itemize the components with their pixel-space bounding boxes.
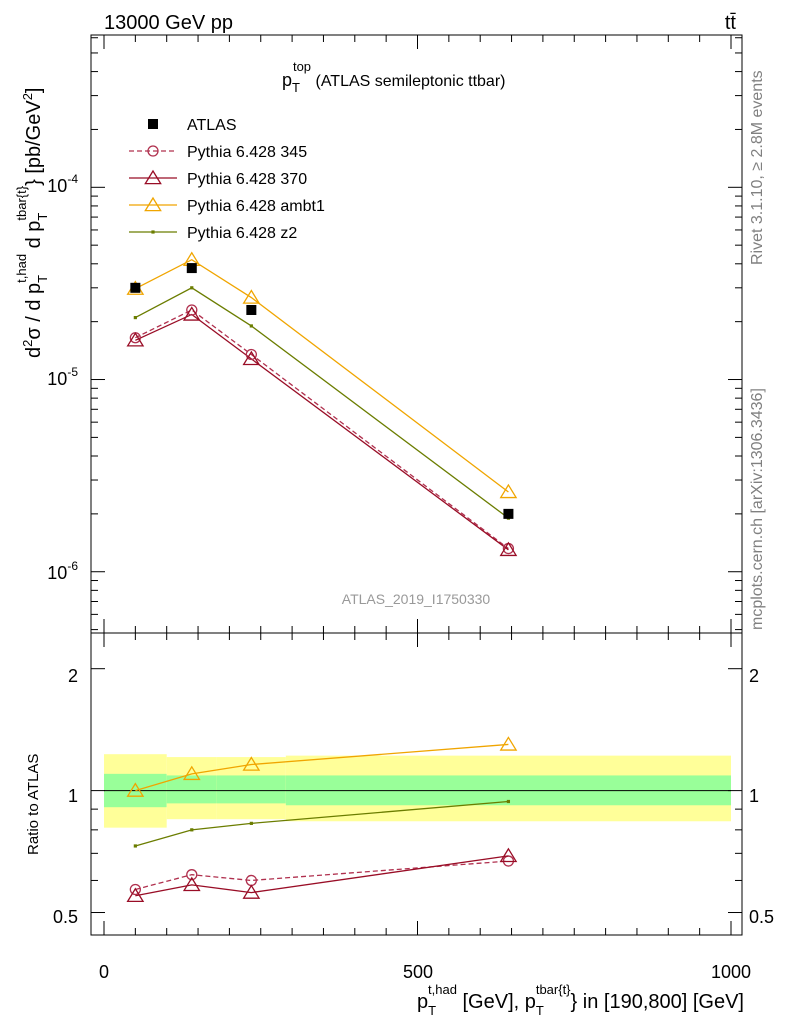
ratio-point-pythia-6-428-ambt1 bbox=[182, 765, 201, 781]
ratio-point-pythia-6-428-z2 bbox=[133, 844, 137, 848]
main-title: pTtop (ATLAS semileptonic ttbar) bbox=[282, 59, 505, 95]
data-point-pythia-6-428-ambt1 bbox=[499, 483, 518, 499]
ytick-label-1e-4: 10-4 bbox=[47, 172, 78, 196]
ratio-line-pythia-6-428-z2 bbox=[135, 800, 509, 847]
ratio-band-inner bbox=[216, 775, 286, 804]
rivet-label: Rivet 3.1.10, ≥ 2.8M events bbox=[749, 70, 766, 265]
ratio-point-pythia-6-428-345 bbox=[129, 883, 142, 896]
ratio-point-pythia-6-428-ambt1 bbox=[499, 736, 518, 751]
main-ylabel: d2σ / d pTt,had d pTtbar{t}} [pb/GeV2] bbox=[14, 88, 50, 359]
legend-label-345: Pythia 6.428 345 bbox=[187, 144, 307, 161]
ratio-ytick-label-0.5-right: 0.5 bbox=[749, 907, 774, 927]
data-point-atlas bbox=[130, 282, 141, 293]
data-point-pythia-6-428-z2 bbox=[133, 315, 137, 320]
series-line-pythia-6-428-z2 bbox=[135, 287, 509, 519]
xtick-labels: 0 500 1000 bbox=[99, 962, 751, 982]
legend-marker-pythia-6-428-370 bbox=[144, 169, 162, 185]
data-point-atlas bbox=[246, 304, 257, 315]
legend-marker-pythia-6-428-345 bbox=[147, 145, 159, 157]
source-label: mcplots.cern.ch [arXiv:1306.3436] bbox=[749, 388, 766, 630]
data-point-atlas bbox=[186, 263, 197, 274]
legend-label-ambt1: Pythia 6.428 ambt1 bbox=[187, 198, 325, 215]
data-point-pythia-6-428-ambt1 bbox=[242, 289, 261, 304]
ratio-point-pythia-6-428-370 bbox=[182, 876, 201, 892]
ratio-point-pythia-6-428-z2 bbox=[249, 821, 253, 825]
ratio-line-pythia-6-428-345 bbox=[135, 860, 509, 891]
ratio-ytick-label-2: 2 bbox=[68, 666, 78, 686]
ratio-point-pythia-6-428-370 bbox=[499, 847, 518, 863]
ratio-point-pythia-6-428-z2 bbox=[506, 799, 511, 804]
data-point-pythia-6-428-370 bbox=[126, 332, 145, 347]
data-point-pythia-6-428-370 bbox=[182, 306, 201, 321]
data-point-atlas bbox=[503, 508, 514, 519]
legend-marker-pythia-6-428-z2 bbox=[151, 230, 155, 234]
ratio-band-inner bbox=[166, 775, 217, 804]
ratio-ytick-label-0.5: 0.5 bbox=[53, 907, 78, 927]
data-point-pythia-6-428-345 bbox=[186, 304, 198, 316]
ytick-label-1e-6: 10-6 bbox=[47, 559, 78, 583]
process-label: tt̄ bbox=[725, 12, 737, 34]
series-line-pythia-6-428-370 bbox=[135, 313, 509, 551]
series-line-pythia-6-428-345 bbox=[135, 309, 509, 550]
data-point-pythia-6-428-370 bbox=[242, 350, 261, 366]
ratio-point-pythia-6-428-370 bbox=[126, 887, 145, 903]
legend-marker-atlas bbox=[148, 119, 158, 129]
ratio-ytick-label-1-right: 1 bbox=[749, 786, 759, 806]
ytick-label-1e-5: 10-5 bbox=[47, 365, 78, 389]
xtick-label-1000: 1000 bbox=[711, 962, 751, 982]
ratio-point-pythia-6-428-ambt1 bbox=[242, 756, 261, 771]
main-series bbox=[126, 251, 518, 557]
xtick-label-0: 0 bbox=[99, 962, 109, 982]
ratio-point-pythia-6-428-z2 bbox=[190, 828, 194, 832]
legend-marker-pythia-6-428-ambt1 bbox=[144, 196, 162, 212]
x-axis-label: pTt,had [GeV], pTtbar{t}} in [190,800] [… bbox=[417, 982, 744, 1018]
ratio-ytick-label-1: 1 bbox=[68, 786, 78, 806]
legend-label-z2: Pythia 6.428 z2 bbox=[187, 225, 297, 242]
energy-label: 13000 GeV pp bbox=[104, 12, 233, 34]
ratio-line-pythia-6-428-370 bbox=[135, 855, 509, 897]
main-ticks bbox=[91, 35, 742, 633]
data-point-pythia-6-428-z2 bbox=[249, 324, 253, 328]
ratio-bands bbox=[104, 754, 731, 828]
series-line-pythia-6-428-ambt1 bbox=[135, 258, 509, 493]
ratio-ytick-labels: 2 1 0.5 2 1 0.5 bbox=[53, 666, 774, 927]
main-ytick-labels: 10-4 10-5 10-6 bbox=[47, 172, 78, 583]
ratio-point-pythia-6-428-ambt1 bbox=[126, 782, 145, 797]
analysis-watermark: ATLAS_2019_I1750330 bbox=[342, 591, 491, 607]
ratio-ticks bbox=[91, 633, 742, 935]
ratio-frame bbox=[90, 632, 743, 936]
ratio-ytick-label-2-right: 2 bbox=[749, 666, 759, 686]
ratio-point-pythia-6-428-370 bbox=[242, 884, 261, 899]
ratio-point-pythia-6-428-345 bbox=[186, 869, 198, 881]
ratio-line-pythia-6-428-ambt1 bbox=[135, 743, 509, 792]
data-point-pythia-6-428-z2 bbox=[190, 286, 194, 290]
data-point-pythia-6-428-370 bbox=[499, 541, 518, 557]
ratio-series bbox=[126, 736, 518, 903]
legend-label-370: Pythia 6.428 370 bbox=[187, 171, 307, 188]
legend-label-atlas: ATLAS bbox=[187, 117, 237, 134]
ratio-ylabel: Ratio to ATLAS bbox=[25, 754, 42, 855]
data-point-pythia-6-428-345 bbox=[245, 348, 257, 361]
xtick-label-500: 500 bbox=[403, 962, 433, 982]
legend: ATLAS Pythia 6.428 345 Pythia 6.428 370 … bbox=[129, 117, 325, 242]
